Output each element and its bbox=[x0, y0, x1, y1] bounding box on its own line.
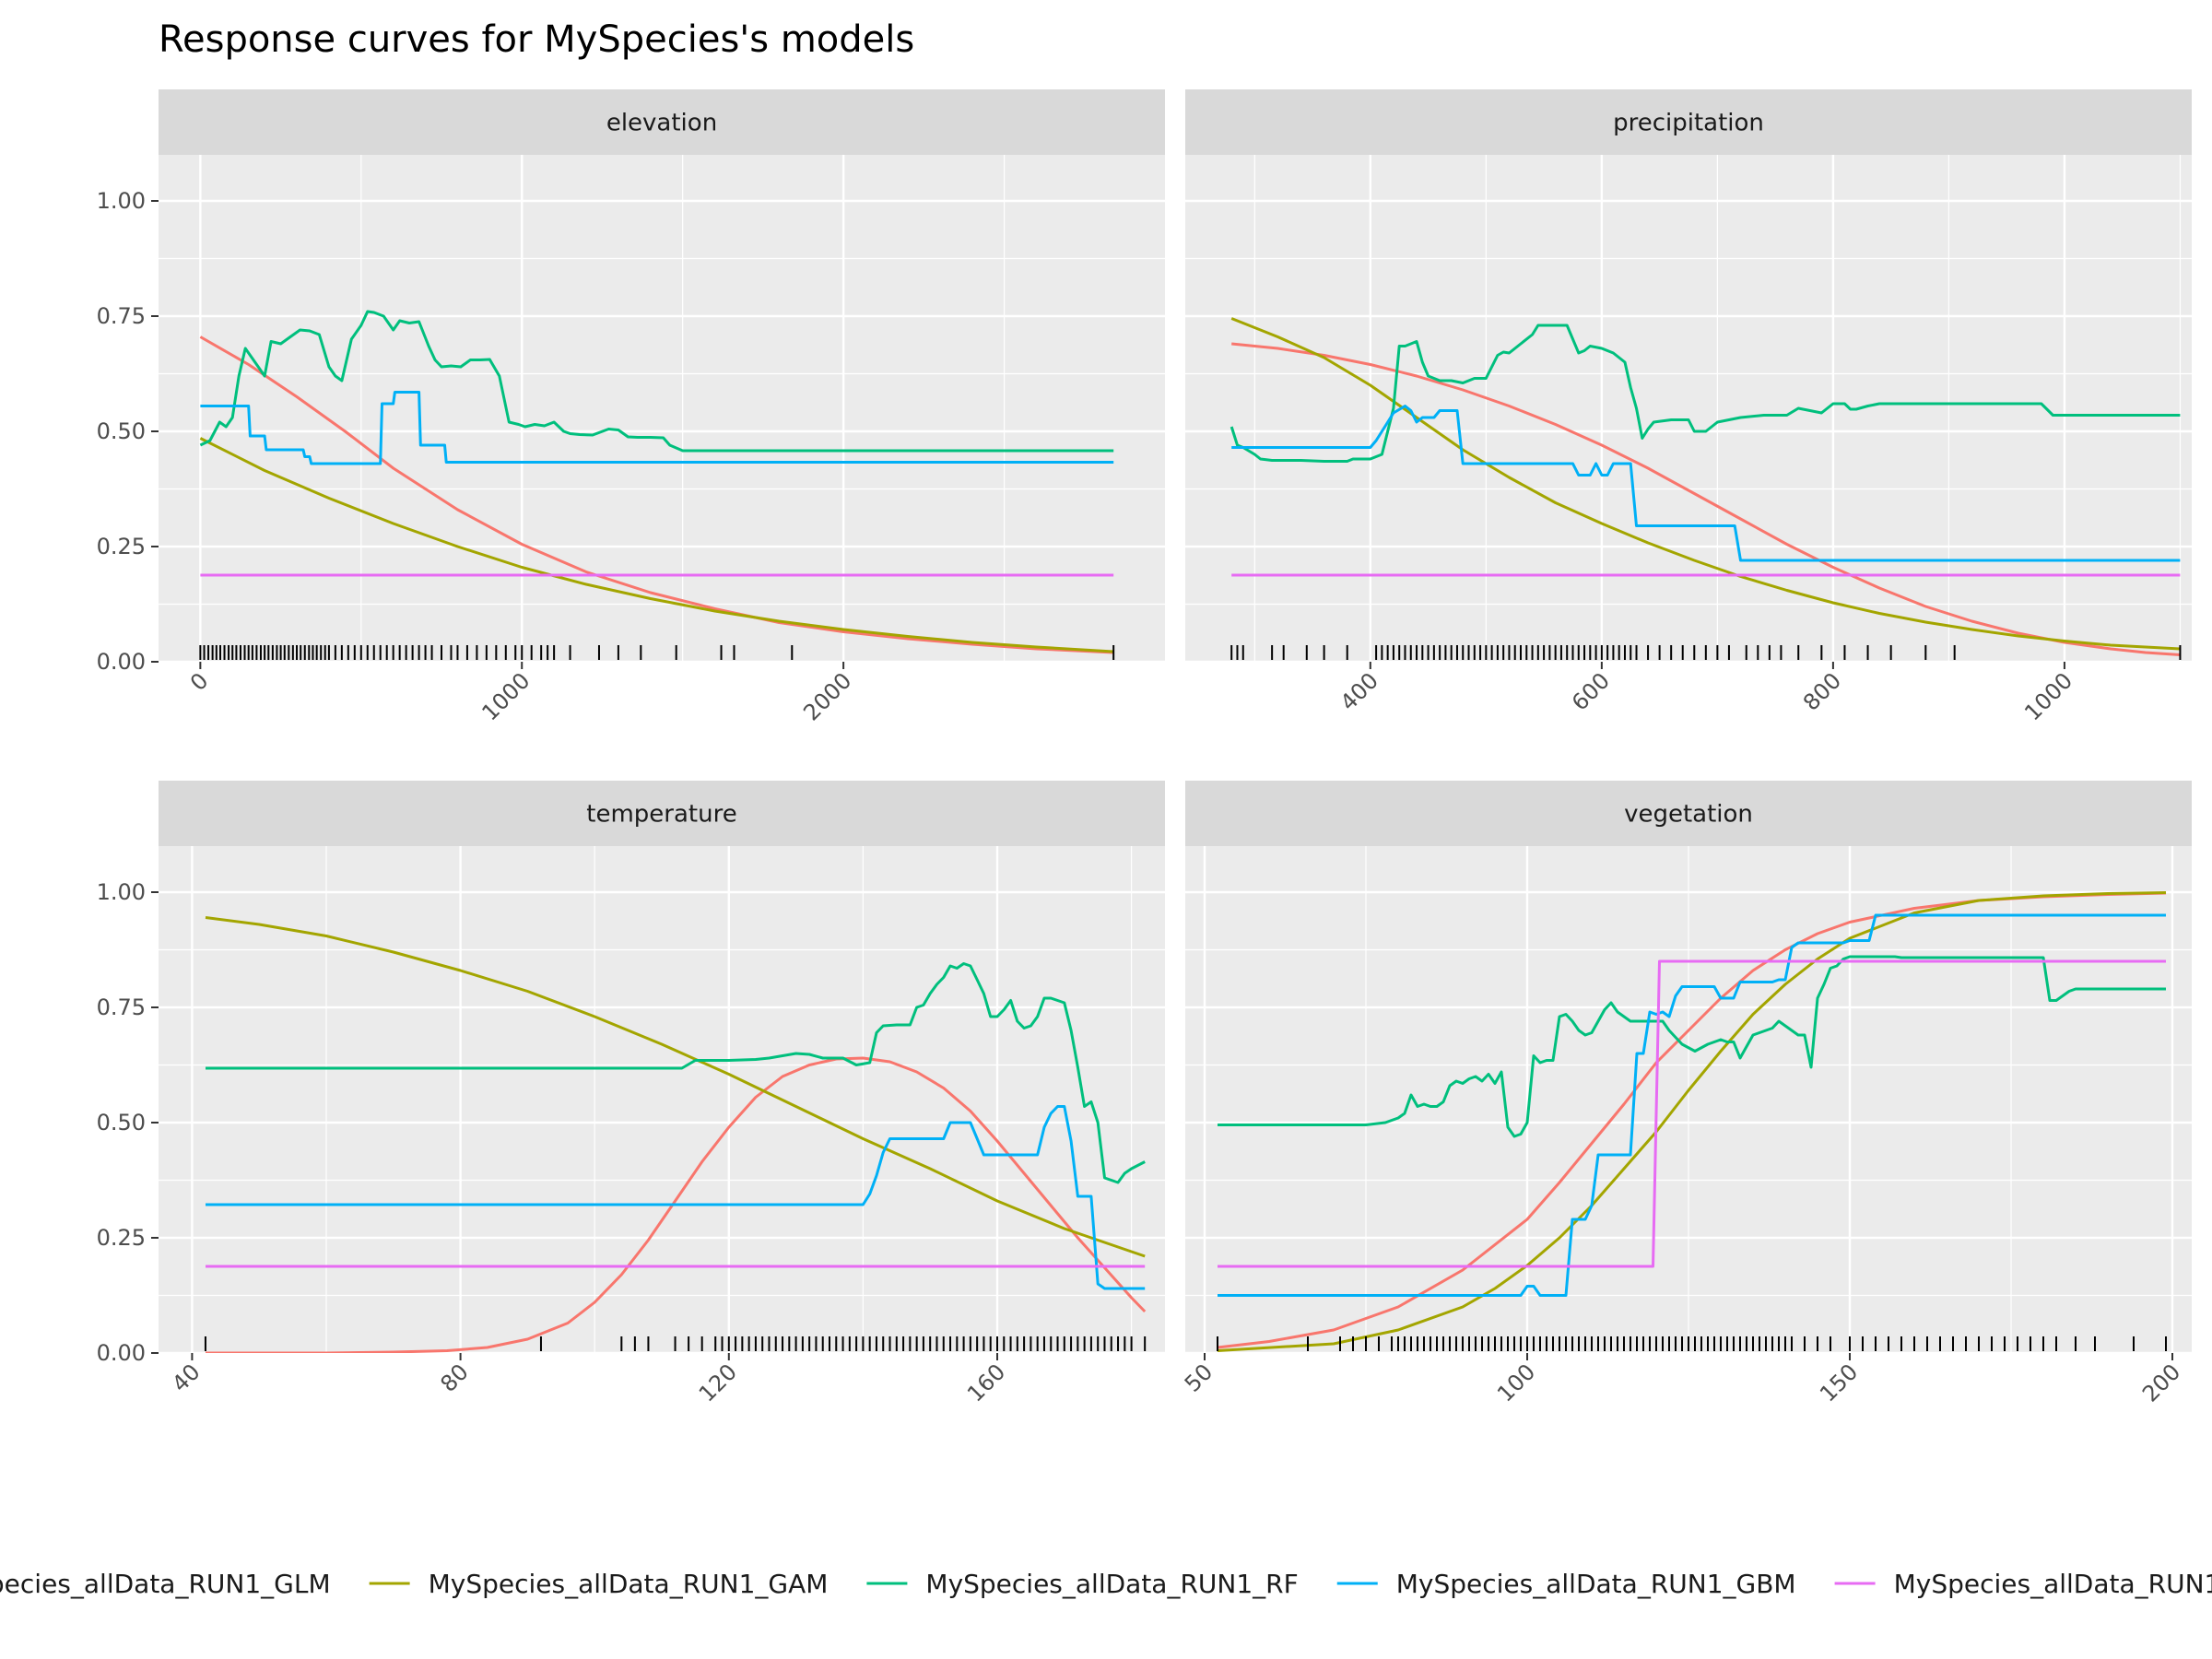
facet-panels: elevation 0.00 0.25 0.50 0.75 1.00 0 1000 2000 pr… bbox=[97, 89, 2192, 1407]
x-tick-label: 120 bbox=[694, 1359, 742, 1406]
strip-vegetation bbox=[1185, 781, 2192, 846]
x-tick-label: 400 bbox=[1335, 667, 1383, 715]
x-tick-label: 600 bbox=[1567, 667, 1615, 715]
legend-entry: MySpecies_allData_RUN1_RF bbox=[866, 1569, 1299, 1599]
series-group bbox=[1230, 317, 2181, 656]
legend-entry: MySpecies_allData_RUN1_GBM bbox=[1336, 1569, 1796, 1599]
series-line-MySpecies_allData_RUN1_GBM bbox=[1231, 405, 2181, 562]
x-tick-label: 150 bbox=[1815, 1359, 1863, 1406]
legend-label: MySpecies_allData_RUN1_GBM bbox=[1396, 1569, 1796, 1599]
legend-label: MySpecies_allData_RUN1_MAXNET bbox=[1894, 1569, 2212, 1599]
series-line-MySpecies_allData_RUN1_RF bbox=[1230, 324, 2181, 463]
legend-label: MySpecies_allData_RUN1_GAM bbox=[429, 1569, 829, 1599]
x-tick-label: 1000 bbox=[2019, 667, 2077, 725]
series-line-MySpecies_allData_RUN1_GAM bbox=[1217, 891, 2167, 1352]
legend-entry: MySpecies_allData_RUN1_MAXNET bbox=[1834, 1569, 2212, 1599]
x-tick-label: 160 bbox=[962, 1359, 1010, 1406]
rug bbox=[1230, 645, 2182, 660]
panel-temperature: temperature 0.00 0.25 0.50 0.75 1.00 40 80 120 16… bbox=[97, 781, 1165, 1407]
rug bbox=[1217, 1336, 2167, 1351]
strip-temperature bbox=[159, 781, 1165, 846]
y-tick-label: 0.25 bbox=[97, 534, 146, 559]
series-line-MySpecies_allData_RUN1_GLM bbox=[199, 335, 1114, 654]
series-line-MySpecies_allData_RUN1_RF bbox=[1218, 955, 2166, 1138]
series-line-MySpecies_allData_RUN1_MAXNET bbox=[1218, 959, 2166, 1268]
series-line-MySpecies_allData_RUN1_RF bbox=[206, 962, 1146, 1184]
x-tick-label: 2000 bbox=[798, 667, 856, 725]
panel-elevation: elevation 0.00 0.25 0.50 0.75 1.00 0 1000 2000 bbox=[97, 89, 1165, 725]
chart-title: Response curves for MySpecies's models bbox=[159, 18, 914, 61]
legend-label: MySpecies_allData_RUN1_GLM bbox=[0, 1569, 331, 1599]
panel-background bbox=[159, 846, 1165, 1353]
x-tick-label: 40 bbox=[167, 1359, 205, 1396]
y-tick-label: 0.00 bbox=[97, 1340, 146, 1366]
series-line-MySpecies_allData_RUN1_RF bbox=[199, 310, 1114, 453]
series-group bbox=[205, 916, 1147, 1353]
series-line-MySpecies_allData_RUN1_GAM bbox=[199, 437, 1114, 653]
y-tick-label: 0.75 bbox=[97, 994, 146, 1020]
y-tick-label: 0.50 bbox=[97, 1110, 146, 1135]
legend-entry: MySpecies_allData_RUN1_GAM bbox=[369, 1569, 829, 1599]
strip-precipitation bbox=[1185, 89, 2192, 155]
y-tick-label: 1.00 bbox=[97, 188, 146, 214]
series-line-MySpecies_allData_RUN1_GLM bbox=[206, 1056, 1147, 1353]
panel-background bbox=[1185, 155, 2192, 662]
x-tick-label: 200 bbox=[2137, 1359, 2185, 1406]
series-line-MySpecies_allData_RUN1_GBM bbox=[206, 1105, 1146, 1290]
rug bbox=[199, 645, 1115, 660]
series-group bbox=[1217, 891, 2167, 1352]
panel-background bbox=[159, 155, 1165, 662]
strip-label: vegetation bbox=[1624, 801, 1753, 829]
x-tick-label: 100 bbox=[1492, 1359, 1540, 1406]
series-line-MySpecies_allData_RUN1_GBM bbox=[200, 391, 1114, 465]
panel-vegetation: vegetation 50 100 150 200 bbox=[1180, 781, 2192, 1407]
x-tick-label: 50 bbox=[1180, 1359, 1218, 1396]
legend-entry: MySpecies_allData_RUN1_GLM bbox=[0, 1569, 331, 1599]
strip-label: elevation bbox=[606, 110, 717, 137]
legend-label: MySpecies_allData_RUN1_RF bbox=[925, 1569, 1298, 1599]
legend: MySpecies_allData_RUN1_GLM MySpecies_allD… bbox=[0, 1569, 2212, 1599]
y-tick-label: 0.00 bbox=[97, 649, 146, 675]
rug bbox=[204, 1336, 1147, 1351]
y-tick-label: 0.75 bbox=[97, 303, 146, 329]
y-tick-label: 0.50 bbox=[97, 418, 146, 444]
x-tick-label: 800 bbox=[1798, 667, 1846, 715]
panel-precipitation: precipitation 400 600 800 1000 bbox=[1185, 89, 2192, 725]
x-tick-label: 80 bbox=[435, 1359, 473, 1396]
series-line-MySpecies_allData_RUN1_GBM bbox=[1218, 913, 2166, 1297]
strip-label: precipitation bbox=[1613, 110, 1764, 137]
x-tick-label: 0 bbox=[185, 667, 214, 696]
y-tick-label: 1.00 bbox=[97, 879, 146, 905]
y-tick-label: 0.25 bbox=[97, 1225, 146, 1251]
x-tick-label: 1000 bbox=[477, 667, 535, 725]
strip-label: temperature bbox=[586, 801, 736, 829]
series-group bbox=[199, 310, 1114, 654]
strip-elevation bbox=[159, 89, 1165, 155]
series-line-MySpecies_allData_RUN1_GAM bbox=[1230, 317, 2181, 651]
